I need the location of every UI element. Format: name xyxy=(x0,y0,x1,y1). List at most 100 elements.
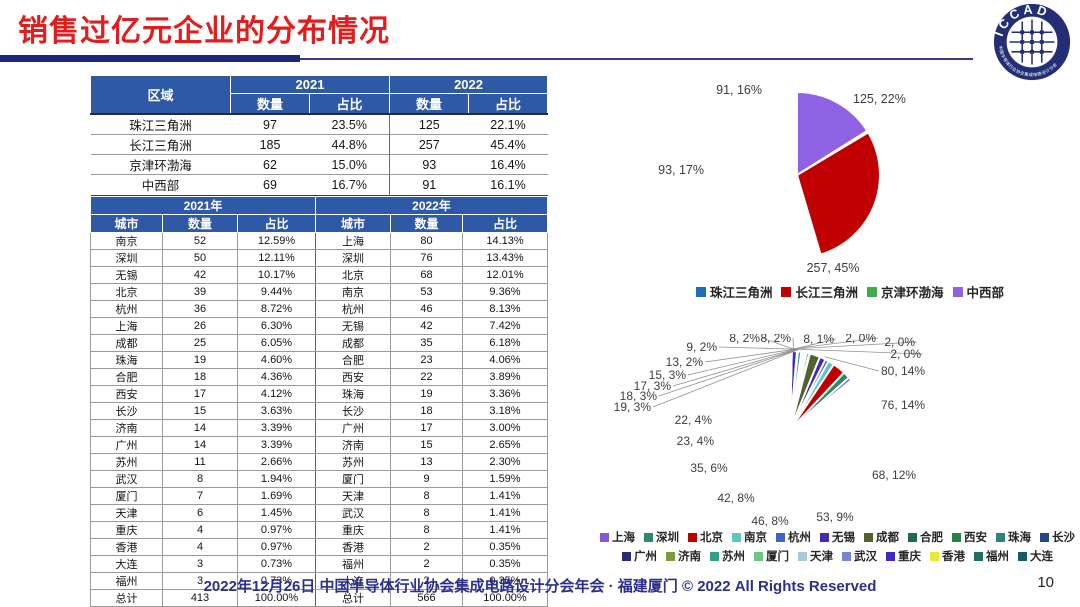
table-cell: 16.7% xyxy=(309,174,391,195)
legend-item: 苏州 xyxy=(710,548,745,564)
legend-label: 广州 xyxy=(634,551,657,563)
legend-label: 京津环渤海 xyxy=(881,286,944,300)
table-cell: 2.66% xyxy=(237,453,316,471)
table-row: 济南 14 3.39% 广州 17 3.00% xyxy=(90,419,548,437)
table-cell: 1.59% xyxy=(462,470,548,488)
table-cell: 35 xyxy=(390,334,463,352)
legend-label: 合肥 xyxy=(920,532,943,544)
label-leader-line xyxy=(790,337,879,350)
table-cell: 总计 xyxy=(315,589,391,607)
table-cell: 68 xyxy=(390,266,463,284)
table-cell: 1.94% xyxy=(237,470,316,488)
legend-swatch xyxy=(842,551,851,561)
pie-data-label: 8, 2% xyxy=(729,334,760,345)
pie-data-label: 2, 0% xyxy=(890,347,921,361)
table-cell: 深圳 xyxy=(90,249,163,267)
table-cell: 44.8% xyxy=(309,134,391,155)
legend-item: 长沙 xyxy=(1040,529,1075,545)
table-cell: 7 xyxy=(162,487,238,505)
table-cell: 重庆 xyxy=(90,521,163,539)
pie-data-label: 2, 0% xyxy=(884,335,915,349)
legend-label: 珠海 xyxy=(1008,532,1031,544)
table-row: 深圳 50 12.11% 深圳 76 13.43% xyxy=(90,249,548,267)
pie-data-label: 125, 22% xyxy=(853,92,906,106)
table-cell: 3.39% xyxy=(237,419,316,437)
table-cell: 4.60% xyxy=(237,351,316,369)
table-cell: 22.1% xyxy=(468,113,548,135)
table-cell: 12.01% xyxy=(462,266,548,284)
table-cell: 上海 xyxy=(90,317,163,335)
legend-swatch xyxy=(930,551,939,561)
col-header-share: 占比 xyxy=(462,214,548,233)
table-cell: 39 xyxy=(162,283,238,301)
legend-swatch xyxy=(754,551,763,561)
table-cell: 4 xyxy=(162,521,238,539)
city-pie-chart: 80, 14% 76, 14% 68, 12% 53, 9% 46, 8% 42, 8% 3… xyxy=(614,334,926,528)
table-cell: 23.5% xyxy=(309,113,391,135)
pie-data-label: 257, 45% xyxy=(807,261,860,275)
table-row: 珠海 19 4.60% 合肥 23 4.06% xyxy=(90,351,548,369)
legend-label: 中西部 xyxy=(966,286,1005,300)
table-cell: 3.18% xyxy=(462,402,548,420)
legend-swatch xyxy=(732,532,741,542)
table-cell: 4.06% xyxy=(462,351,548,369)
table-cell: 北京 xyxy=(315,266,391,284)
table-row: 总计 413 100.00% 总计 566 100.00% xyxy=(90,589,548,607)
table-cell: 苏州 xyxy=(315,453,391,471)
table-cell: 1.45% xyxy=(237,504,316,522)
pie-data-label: 22, 4% xyxy=(675,413,713,427)
table-cell: 0.35% xyxy=(462,538,548,556)
col-header-qty: 数量 xyxy=(390,214,463,233)
table-cell: 成都 xyxy=(315,334,391,352)
legend-item: 珠海 xyxy=(996,529,1031,545)
legend-swatch xyxy=(908,532,917,542)
table-cell: 413 xyxy=(162,589,238,607)
page-title: 销售过亿元企业的分布情况 xyxy=(18,15,390,48)
pie-data-label: 15, 3% xyxy=(649,368,687,382)
table-cell: 1.41% xyxy=(462,504,548,522)
legend-label: 杭州 xyxy=(788,532,811,544)
table-cell: 4 xyxy=(162,538,238,556)
table-cell: 无锡 xyxy=(315,317,391,335)
table-cell: 4.12% xyxy=(237,385,316,403)
title-rule xyxy=(0,55,300,62)
col-header-region: 区域 xyxy=(90,75,231,115)
pie-data-label: 80, 14% xyxy=(881,364,925,378)
table-cell: 深圳 xyxy=(315,249,391,267)
legend-label: 武汉 xyxy=(854,551,877,563)
table-cell: 天津 xyxy=(90,504,163,522)
table-cell: 北京 xyxy=(90,283,163,301)
table-cell: 南京 xyxy=(315,283,391,301)
legend-swatch xyxy=(864,532,873,542)
legend-swatch xyxy=(996,532,1005,542)
table-cell: 62 xyxy=(230,154,310,175)
legend-label: 无锡 xyxy=(832,532,855,544)
table-cell: 6 xyxy=(162,504,238,522)
legend-swatch xyxy=(781,286,792,297)
pie-data-label: 2, 0% xyxy=(845,334,876,345)
table-cell: 9 xyxy=(390,470,463,488)
pie-data-label: 42, 8% xyxy=(717,491,755,505)
table-cell: 长江三角洲 xyxy=(90,134,231,155)
table-cell: 12.11% xyxy=(237,249,316,267)
label-leader-line xyxy=(824,356,880,372)
legend-label: 济南 xyxy=(678,551,701,563)
legend-swatch xyxy=(798,551,807,561)
table-cell: 53 xyxy=(390,283,463,301)
table-cell: 6.30% xyxy=(237,317,316,335)
col-header-share: 占比 xyxy=(237,214,316,233)
legend-swatch xyxy=(695,286,706,297)
table-cell: 100.00% xyxy=(462,589,548,607)
table-cell: 长沙 xyxy=(315,402,391,420)
col-header-share: 占比 xyxy=(468,93,549,115)
table-cell: 8 xyxy=(390,487,463,505)
table-cell: 1.41% xyxy=(462,521,548,539)
table-cell: 13.43% xyxy=(462,249,548,267)
table-cell: 3.63% xyxy=(237,402,316,420)
legend-swatch xyxy=(820,532,829,542)
table-cell: 1.41% xyxy=(462,487,548,505)
table-cell: 珠海 xyxy=(315,385,391,403)
table-cell: 15 xyxy=(162,402,238,420)
table-cell: 25 xyxy=(162,334,238,352)
table-cell: 3.89% xyxy=(462,368,548,386)
